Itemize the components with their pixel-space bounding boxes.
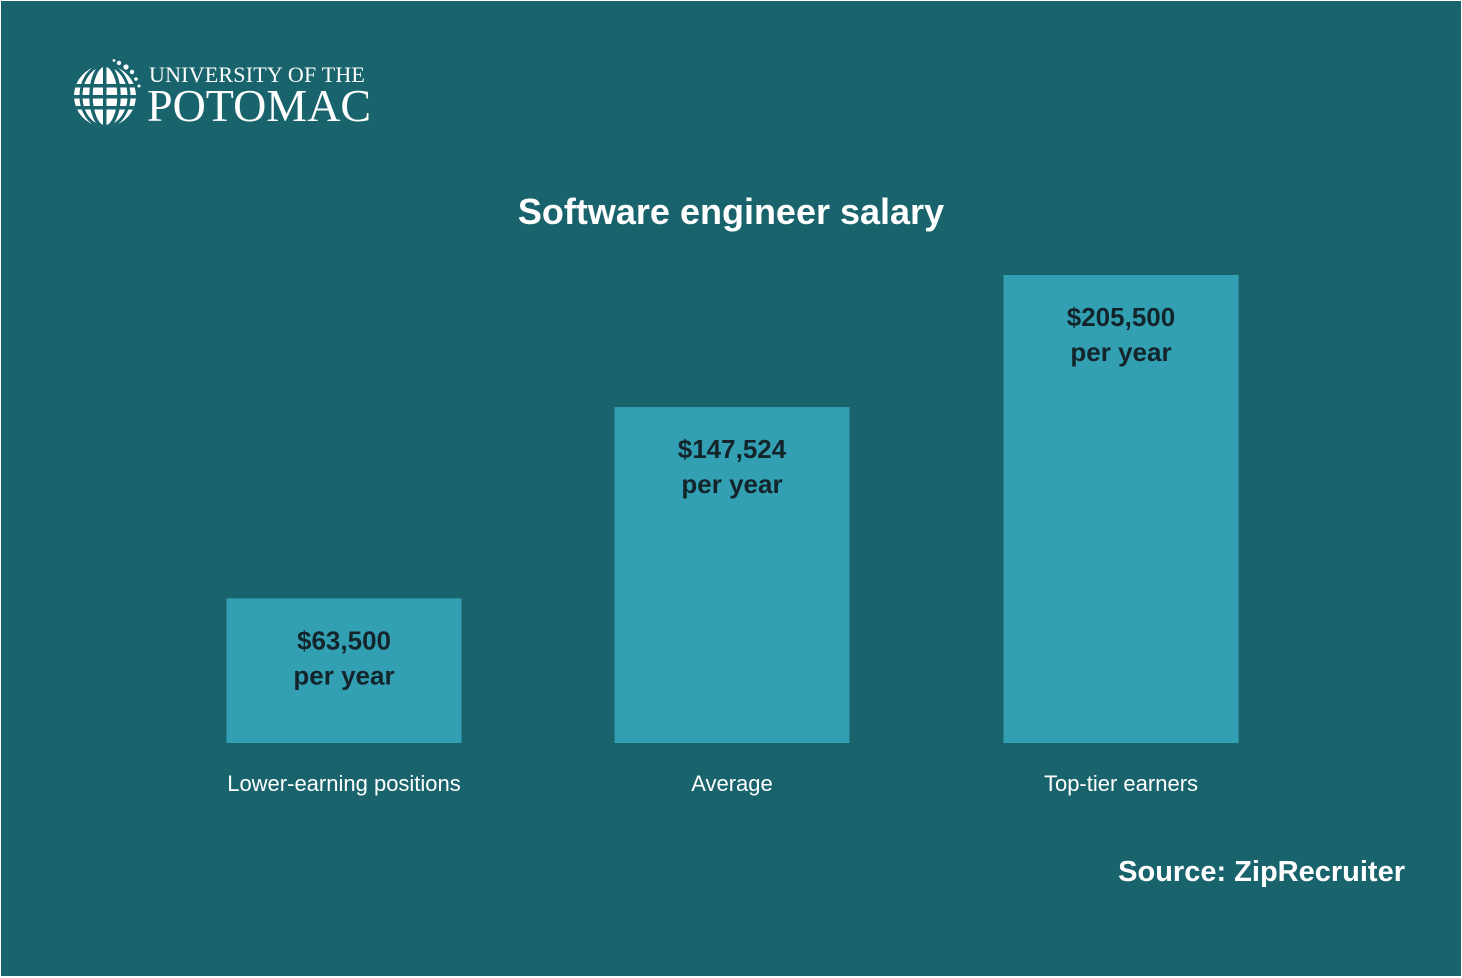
bar-value-label: $147,524 (678, 434, 787, 464)
bar-unit-label: per year (1070, 337, 1171, 367)
bar-unit-label: per year (681, 469, 782, 499)
logo-text-potomac: POTOMAC (147, 80, 372, 131)
logo-text-university: UNIVERSITY OF THE (149, 62, 366, 87)
bar-1 (226, 598, 462, 743)
university-logo: UNIVERSITY OF THE POTOMAC (73, 59, 403, 131)
chart-title: Software engineer salary (517, 191, 945, 232)
bar-2 (614, 407, 850, 743)
bar-3 (1003, 275, 1239, 743)
bar-value-label: $63,500 (297, 625, 391, 655)
bar-unit-label: per year (293, 660, 394, 690)
category-label: Average (691, 771, 773, 796)
bar-value-label: $205,500 (1067, 302, 1175, 332)
category-label: Lower-earning positions (227, 771, 461, 796)
category-label: Top-tier earners (1044, 771, 1198, 796)
source-note: Source: ZipRecruiter (1118, 856, 1405, 888)
globe-icon (74, 59, 141, 127)
